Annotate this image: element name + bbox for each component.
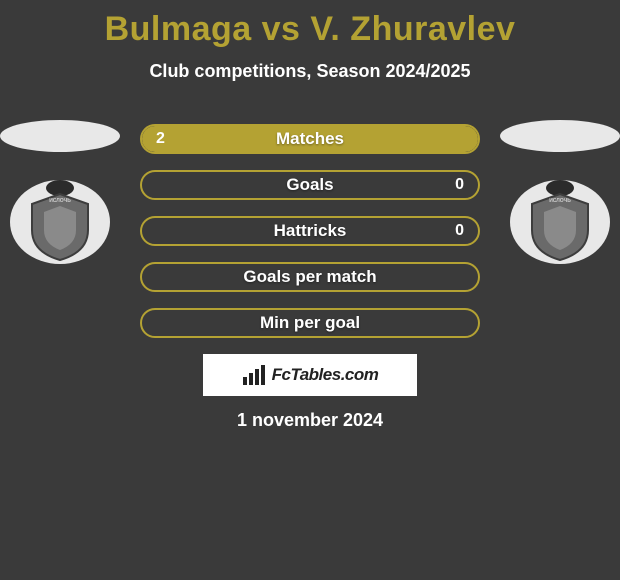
page-title: Bulmaga vs V. Zhuravlev <box>0 0 620 49</box>
stat-label: Goals <box>142 175 478 195</box>
shield-icon: ИСЛОЧЬ <box>10 180 110 264</box>
stat-label: Goals per match <box>142 267 478 287</box>
player-left-block: ИСЛОЧЬ <box>0 120 120 264</box>
date-label: 1 november 2024 <box>0 410 620 431</box>
subtitle: Club competitions, Season 2024/2025 <box>0 61 620 82</box>
player-right-block: ИСЛОЧЬ <box>500 120 620 264</box>
stat-row: 2Matches <box>140 124 480 154</box>
watermark: FcTables.com <box>203 354 417 396</box>
watermark-text: FcTables.com <box>272 365 379 385</box>
shield-icon: ИСЛОЧЬ <box>510 180 610 264</box>
chart-bars-icon <box>242 365 266 385</box>
stat-label: Min per goal <box>142 313 478 333</box>
svg-text:ИСЛОЧЬ: ИСЛОЧЬ <box>49 198 71 204</box>
stat-value-right: 0 <box>455 222 464 240</box>
club-logo-right: ИСЛОЧЬ <box>510 180 610 264</box>
stat-value-right: 0 <box>455 176 464 194</box>
club-logo-left: ИСЛОЧЬ <box>10 180 110 264</box>
stat-row: Hattricks0 <box>140 216 480 246</box>
player-left-avatar-placeholder <box>0 120 120 152</box>
stats-bars: 2MatchesGoals0Hattricks0Goals per matchM… <box>140 124 480 354</box>
stat-label: Matches <box>142 129 478 149</box>
stat-row: Min per goal <box>140 308 480 338</box>
player-right-avatar-placeholder <box>500 120 620 152</box>
stat-row: Goals0 <box>140 170 480 200</box>
stat-label: Hattricks <box>142 221 478 241</box>
svg-text:ИСЛОЧЬ: ИСЛОЧЬ <box>549 198 571 204</box>
stat-row: Goals per match <box>140 262 480 292</box>
